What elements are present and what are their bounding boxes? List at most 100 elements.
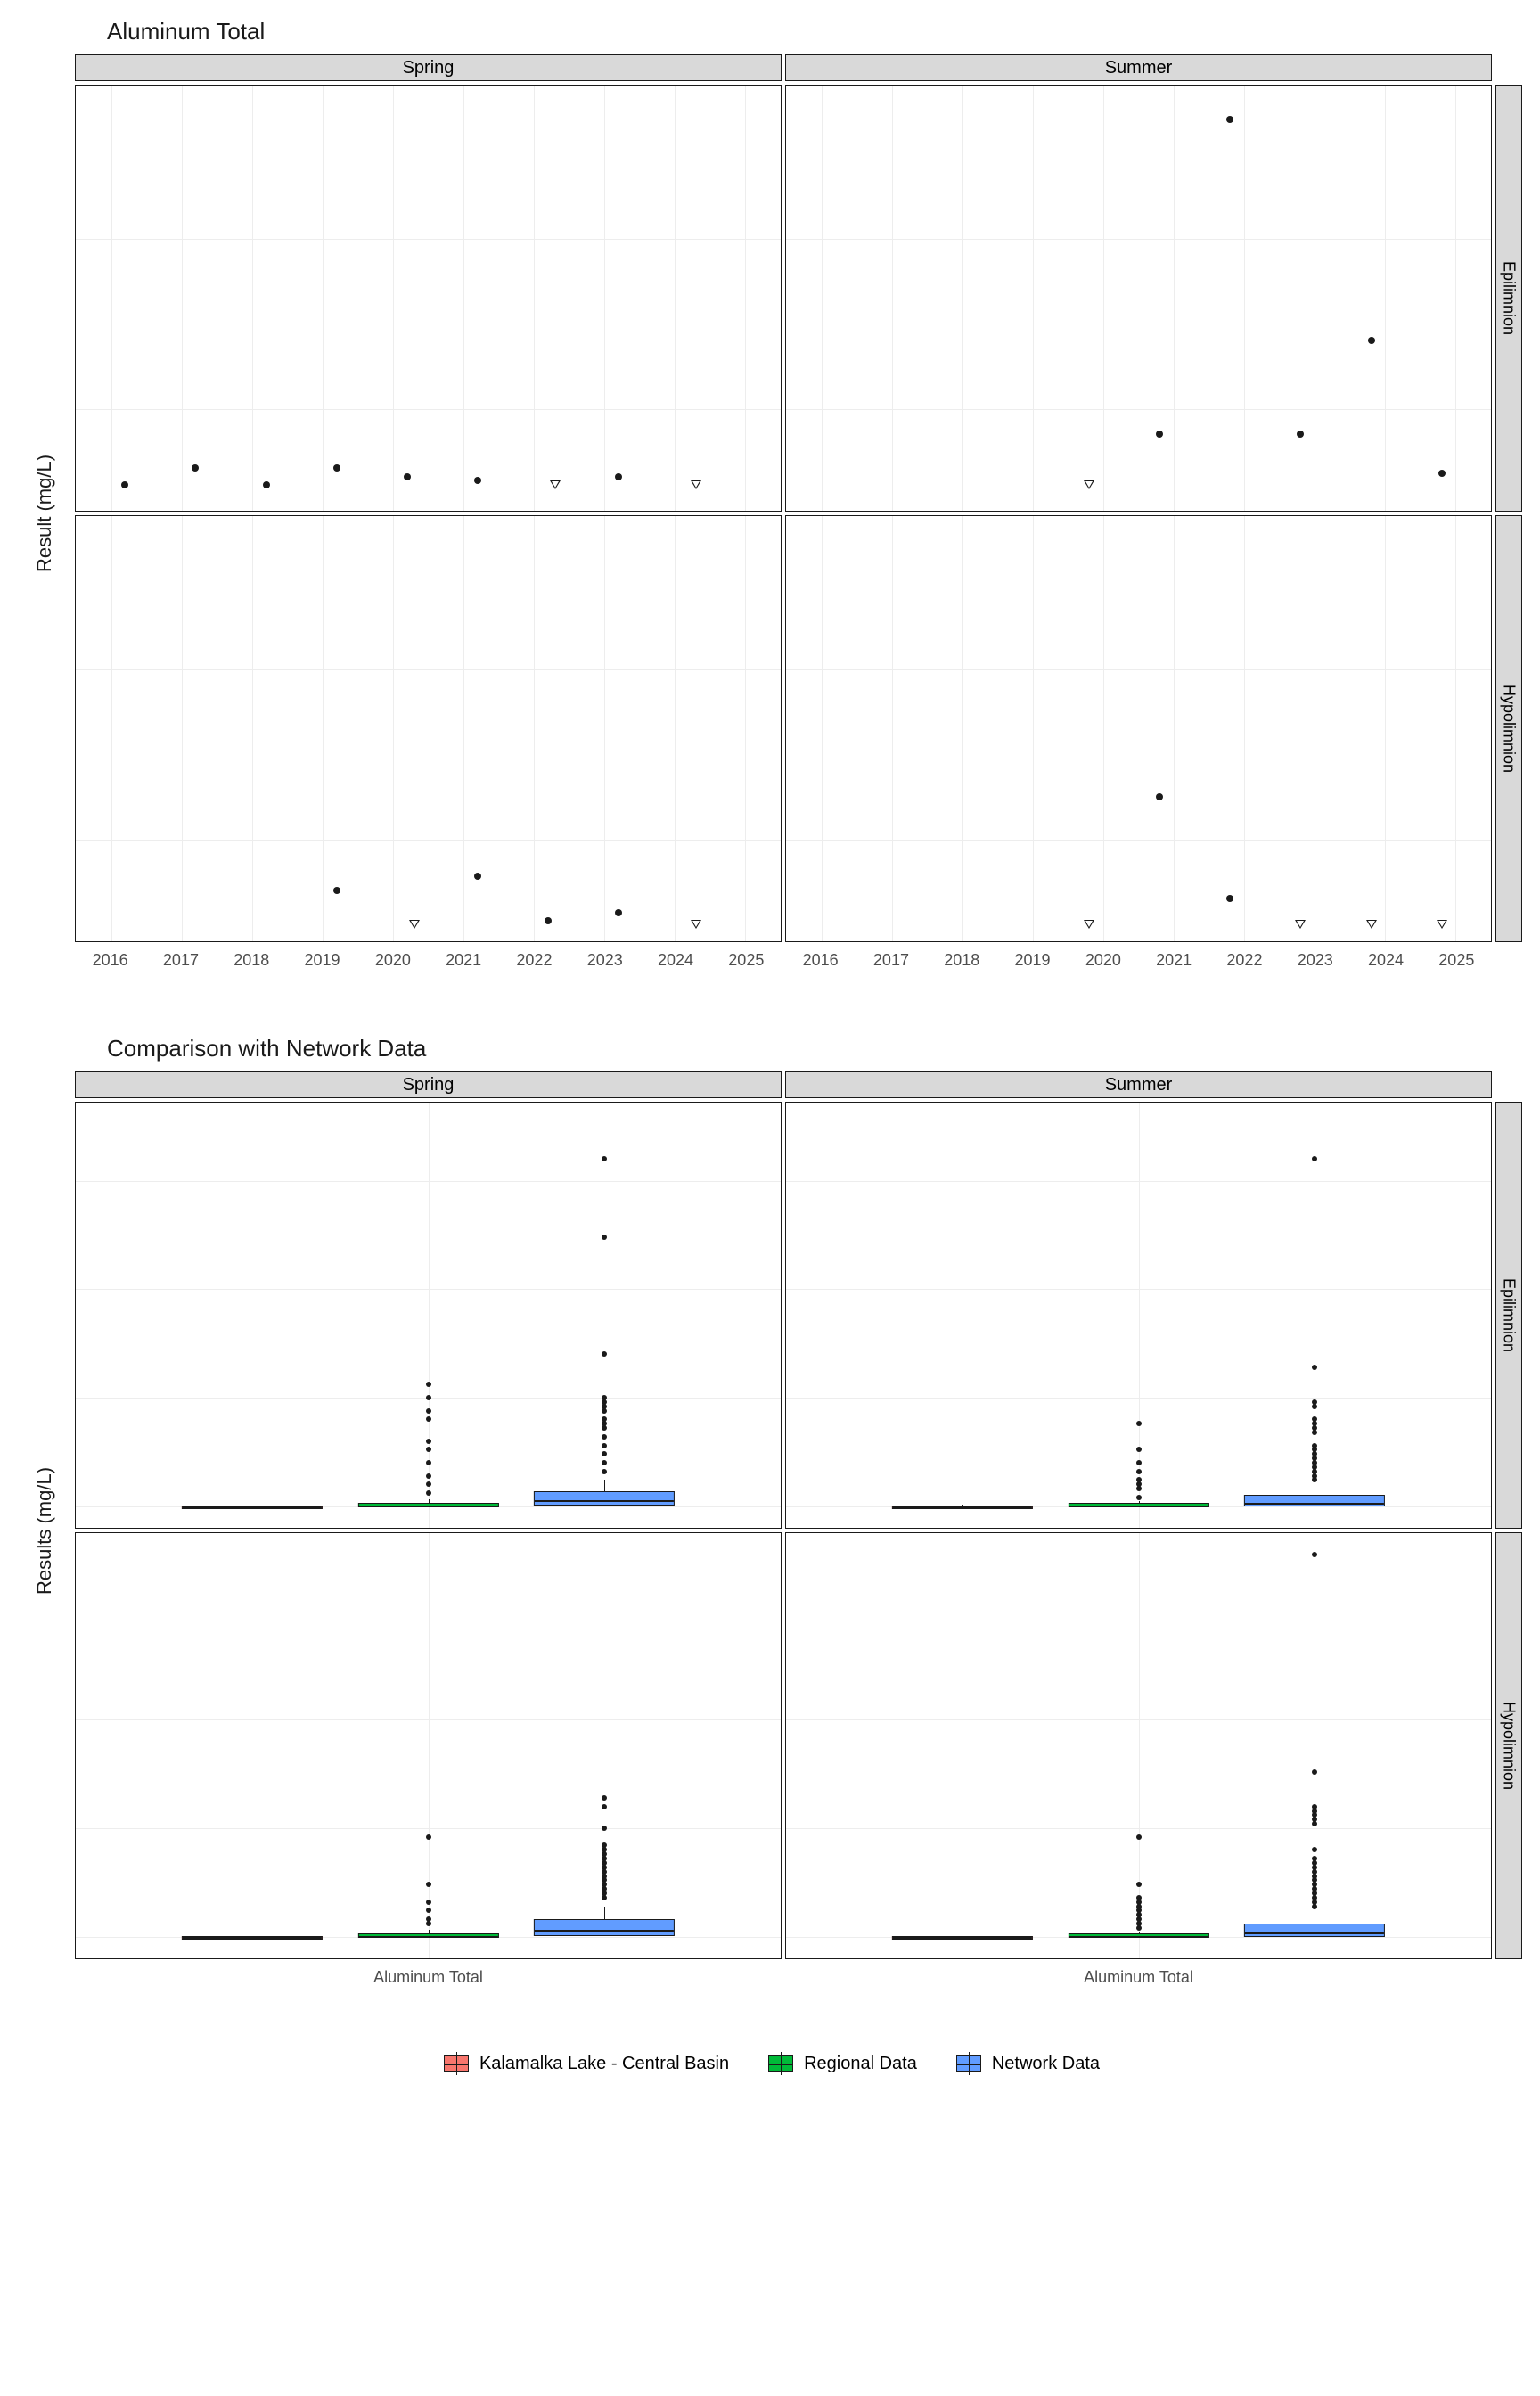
outlier-point xyxy=(1136,1882,1142,1887)
panel2-summer-epi xyxy=(785,1102,1492,1529)
y-tick-label: 0.001 xyxy=(75,830,76,849)
data-point xyxy=(1368,337,1375,344)
outlier-point xyxy=(1136,1421,1142,1426)
outlier-point xyxy=(426,1395,431,1400)
panel-spring-epi: 0.001 0.002 xyxy=(75,85,782,512)
x-tick-label: Aluminum Total xyxy=(1084,1968,1193,1987)
boxplot xyxy=(1244,1924,1385,1935)
outlier-point xyxy=(426,1473,431,1479)
legend: Kalamalka Lake - Central Basin Regional … xyxy=(18,2052,1522,2075)
row-strip-epi: Epilimnion xyxy=(1495,85,1522,512)
y-tick-label: 0.25 xyxy=(75,1818,76,1837)
data-point xyxy=(121,481,128,488)
outlier-point xyxy=(1312,1399,1317,1405)
x-tick-label: 2024 xyxy=(658,951,693,970)
outlier-point xyxy=(1312,1552,1317,1557)
x-tick-label: 2020 xyxy=(375,951,411,970)
legend-label: Network Data xyxy=(992,2054,1100,2074)
outlier-point xyxy=(602,1804,607,1809)
x-tick-label: 2020 xyxy=(1085,951,1121,970)
y-axis-label2: Results (mg/L) xyxy=(18,1102,71,1959)
chart1-facet-grid: Spring Summer Result (mg/L) 0.001 0.002 E… xyxy=(18,54,1522,990)
outlier-point xyxy=(602,1826,607,1831)
outlier-point xyxy=(426,1408,431,1414)
y-tick-label: 0.00 xyxy=(75,1497,76,1515)
data-point xyxy=(1156,793,1163,800)
x-tick-label: Aluminum Total xyxy=(373,1968,483,1987)
censored-point-icon xyxy=(1084,920,1094,929)
outlier-point xyxy=(1312,1856,1317,1861)
outlier-point xyxy=(426,1416,431,1422)
censored-point-icon xyxy=(550,480,561,489)
col-strip-spring2: Spring xyxy=(75,1071,782,1098)
x-tick-label: 2019 xyxy=(305,951,340,970)
data-point xyxy=(1226,895,1233,902)
outlier-point xyxy=(1312,1847,1317,1852)
y-tick-label: 0.002 xyxy=(75,229,76,248)
legend-item-regional: Regional Data xyxy=(765,2052,917,2075)
y-tick-label: 0.50 xyxy=(75,1280,76,1299)
outlier-point xyxy=(426,1908,431,1913)
legend-label: Regional Data xyxy=(804,2054,917,2074)
x-tick-label: 2025 xyxy=(1438,951,1474,970)
outlier-point xyxy=(1136,1460,1142,1465)
data-point xyxy=(545,917,552,924)
outlier-point xyxy=(426,1916,431,1922)
x-tick-label: 2024 xyxy=(1368,951,1404,970)
outlier-point xyxy=(426,1382,431,1387)
outlier-point xyxy=(602,1156,607,1161)
x-tick-label: 2017 xyxy=(873,951,909,970)
col-strip-summer: Summer xyxy=(785,54,1492,81)
x-tick-label: 2021 xyxy=(1156,951,1192,970)
x-axis-summer: 2016201720182019202020212022202320242025 xyxy=(785,946,1492,990)
x-tick-label: 2023 xyxy=(587,951,623,970)
y-tick-label: 0.75 xyxy=(75,1602,76,1621)
x-tick-label: 2016 xyxy=(803,951,839,970)
outlier-point xyxy=(602,1395,607,1400)
outlier-point xyxy=(426,1481,431,1487)
x-tick-label: 2021 xyxy=(446,951,481,970)
y-tick-label: 0.25 xyxy=(75,1388,76,1407)
boxplot xyxy=(357,1933,498,1936)
outlier-point xyxy=(426,1900,431,1905)
legend-item-site: Kalamalka Lake - Central Basin xyxy=(440,2052,729,2075)
panel2-spring-epi: 0.000.250.500.75 xyxy=(75,1102,782,1529)
censored-point-icon xyxy=(409,920,420,929)
outlier-point xyxy=(1136,1834,1142,1840)
panel2-spring-hypo: 0.000.250.500.75 xyxy=(75,1532,782,1959)
row-strip-hypo2: Hypolimnion xyxy=(1495,1532,1522,1959)
outlier-point xyxy=(602,1795,607,1801)
outlier-point xyxy=(1136,1469,1142,1474)
data-point xyxy=(474,477,481,484)
outlier-point xyxy=(1136,1895,1142,1900)
panel-summer-hypo xyxy=(785,515,1492,942)
censored-point-icon xyxy=(1366,920,1377,929)
censored-point-icon xyxy=(691,480,701,489)
data-point xyxy=(263,481,270,488)
y-axis-label: Result (mg/L) xyxy=(18,85,71,942)
data-point xyxy=(333,464,340,472)
outlier-point xyxy=(426,1439,431,1444)
outlier-point xyxy=(602,1235,607,1240)
boxplot xyxy=(892,1506,1033,1507)
outlier-point xyxy=(426,1447,431,1452)
outlier-point xyxy=(1312,1416,1317,1422)
boxplot xyxy=(892,1936,1033,1938)
col-strip-spring: Spring xyxy=(75,54,782,81)
censored-point-icon xyxy=(1437,920,1447,929)
y-tick-label: 0.002 xyxy=(75,660,76,678)
y-tick-label: 0.001 xyxy=(75,399,76,418)
data-point xyxy=(404,473,411,480)
boxplot xyxy=(357,1503,498,1506)
row-strip-epi2: Epilimnion xyxy=(1495,1102,1522,1529)
outlier-point xyxy=(602,1434,607,1440)
x-tick-label: 2018 xyxy=(944,951,979,970)
row-strip-hypo: Hypolimnion xyxy=(1495,515,1522,942)
panel-spring-hypo: 0.001 0.002 xyxy=(75,515,782,942)
boxplot xyxy=(534,1491,675,1505)
outlier-point xyxy=(1136,1495,1142,1500)
outlier-point xyxy=(602,1443,607,1448)
panel2-summer-hypo xyxy=(785,1532,1492,1959)
legend-label: Kalamalka Lake - Central Basin xyxy=(479,2054,729,2074)
outlier-point xyxy=(1136,1477,1142,1482)
